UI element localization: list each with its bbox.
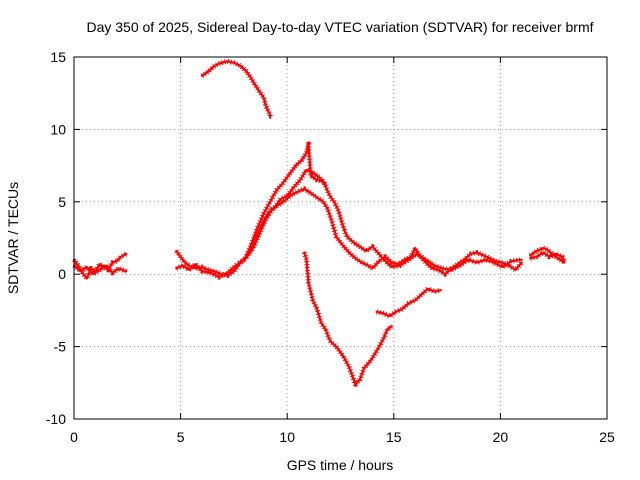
series-line-segment-negative [303,251,393,386]
x-tick-label: 25 [599,429,615,445]
series-line-segment-high [200,60,272,119]
y-tick-label: 0 [58,266,66,282]
series-markers-segment-early-morning [71,251,128,281]
x-tick-label: 15 [386,429,402,445]
y-tick-label: 15 [50,49,66,65]
y-tick-label: 5 [58,194,66,210]
chart-title: Day 350 of 2025, Sidereal Day-to-day VTE… [86,19,593,35]
series-markers-segment-high [200,58,273,118]
series-markers-segment-negative [301,251,394,387]
series-line-segment-morning [175,187,523,277]
y-axis-label: SDTVAR / TECUs [5,182,21,294]
axis-ticks: 0 5 10 15 20 25 -10 -5 0 5 10 15 [46,49,615,445]
series-line-segment-morning-c [247,168,327,255]
x-axis-label: GPS time / hours [287,457,394,473]
grid-lines [74,57,607,419]
series-line-segment-negative-b [375,287,442,318]
data-series [71,58,567,387]
series-markers-segment-morning-b [175,141,523,280]
y-tick-label: -10 [46,411,66,427]
series-markers-segment-morning [174,186,524,279]
x-tick-label: 10 [279,429,295,445]
plot-frame [73,56,608,420]
x-tick-label: 5 [177,429,185,445]
y-tick-label: -5 [54,339,67,355]
x-tick-label: 20 [493,429,509,445]
series-markers-segment-afternoon-b [529,250,567,263]
series-line-segment-afternoon [529,247,566,264]
series-markers-segment-early-morning-b [72,263,128,277]
series-markers-segment-negative-b [376,286,442,319]
x-tick-label: 0 [70,429,78,445]
y-tick-label: 10 [50,121,66,137]
